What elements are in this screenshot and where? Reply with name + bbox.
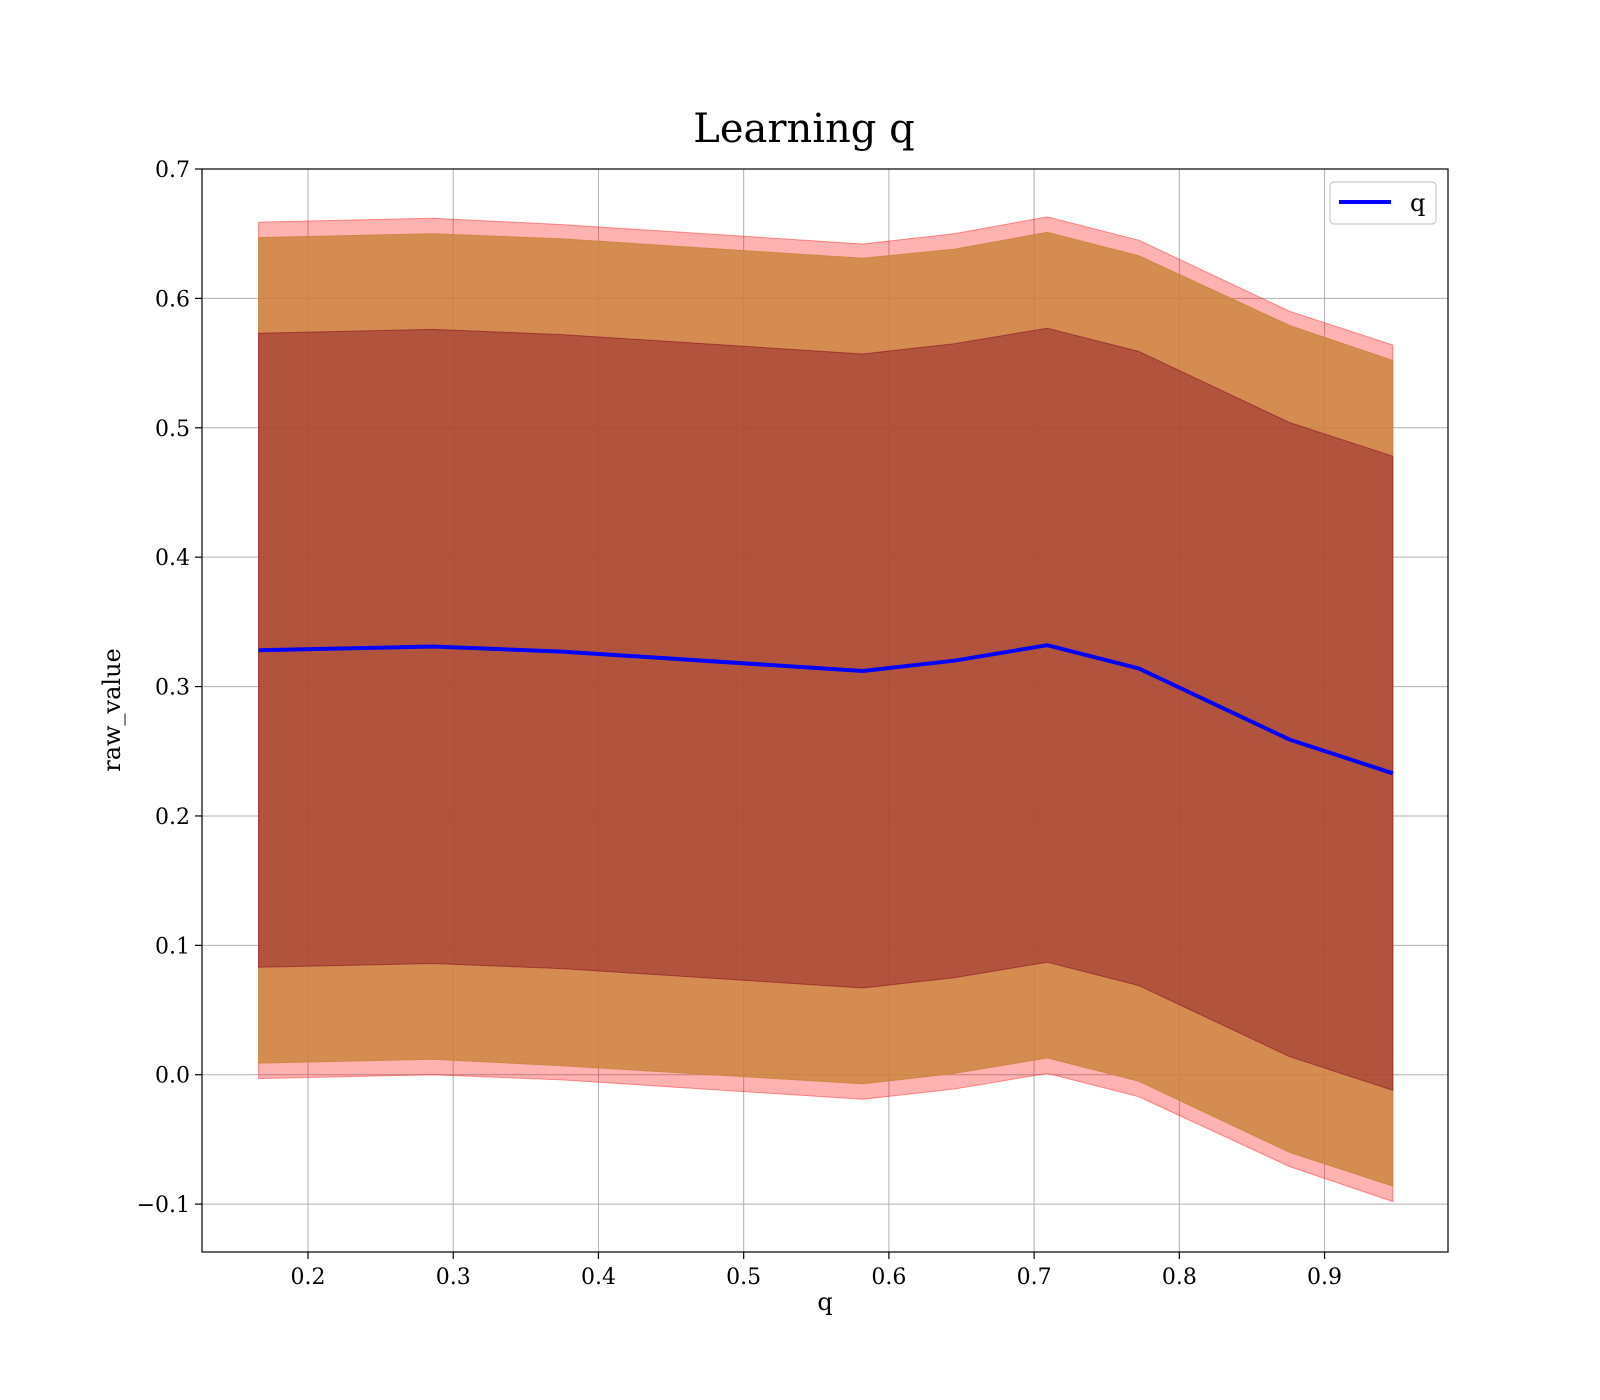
y-tick-label: 0.3 (155, 676, 190, 701)
x-tick-label: 0.6 (871, 1265, 906, 1290)
series-line-q (258, 643, 1394, 776)
y-tick-label: 0.2 (155, 805, 190, 830)
confidence-bands (258, 216, 1394, 1203)
series-lines (258, 643, 1394, 776)
y-tick-label: 0.7 (155, 158, 190, 183)
y-tick-label: 0.5 (155, 417, 190, 442)
x-tick-label: 0.2 (291, 1265, 326, 1290)
x-tick-label: 0.9 (1307, 1265, 1342, 1290)
confidence-band-2 (258, 231, 1394, 1187)
chart-title: Learning q (693, 106, 914, 152)
x-tick-label: 0.3 (436, 1265, 471, 1290)
x-tick-label: 0.7 (1017, 1265, 1052, 1290)
y-tick-label: −0.1 (137, 1193, 190, 1218)
y-tick-label: 0.1 (155, 934, 190, 959)
legend: q (1329, 181, 1437, 225)
y-tick-label: 0.0 (155, 1064, 190, 1089)
y-tick-label: 0.4 (155, 546, 190, 571)
plot-frame (201, 168, 1449, 1253)
x-tick-label: 0.8 (1162, 1265, 1197, 1290)
x-tick-label: 0.4 (581, 1265, 616, 1290)
x-axis-ticks: 0.2 0.3 0.4 0.5 0.6 0.7 0.8 0.9 (291, 1252, 1342, 1290)
y-axis-ticks: −0.1 0.0 0.1 0.2 0.3 0.4 0.5 0.6 0.7 (137, 158, 202, 1218)
y-tick-label: 0.6 (155, 287, 190, 312)
confidence-band-3 (258, 327, 1394, 1091)
y-axis-label: raw_value (98, 648, 126, 772)
x-tick-label: 0.5 (726, 1265, 761, 1290)
legend-label-q: q (1410, 189, 1425, 217)
x-axis-label: q (817, 1288, 832, 1316)
plot-area (201, 168, 1449, 1253)
